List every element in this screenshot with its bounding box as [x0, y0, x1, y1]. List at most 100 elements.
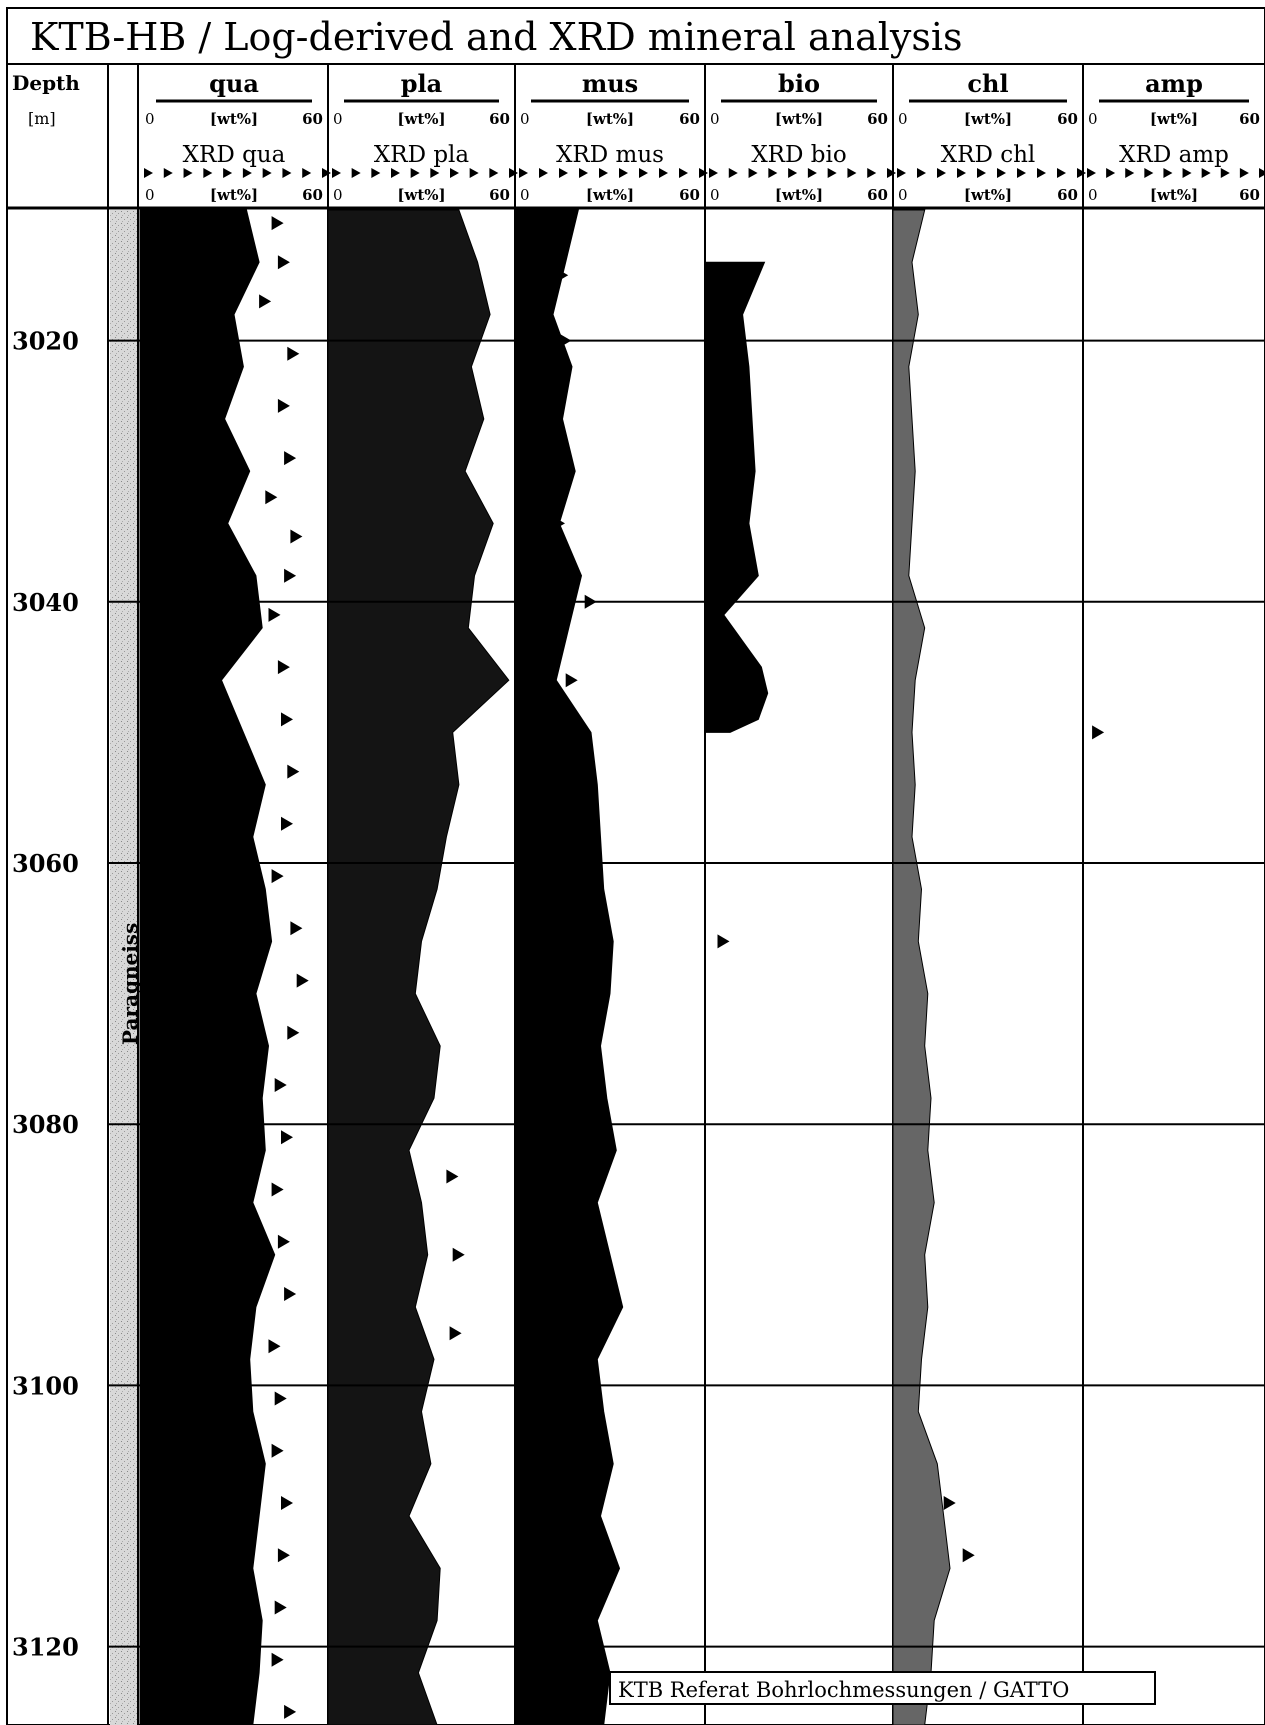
xrd-data-point	[290, 921, 303, 936]
xrd-legend-marker-icon	[1017, 168, 1026, 178]
xrd-data-point	[284, 1287, 297, 1301]
xrd-legend-marker-icon	[957, 168, 966, 178]
xrd-data-point	[265, 490, 278, 505]
xrd-legend-marker-icon	[489, 168, 499, 178]
depth-axis-label: Depth	[12, 71, 80, 95]
track-xrd-label: XRD pla	[374, 142, 470, 168]
xrd-legend-marker-icon	[410, 168, 420, 178]
xrd-legend-marker-icon	[867, 168, 877, 178]
tracks-group: qua 0 [wt%] 60 XRD qua 0 [wt%] 60 pla 0 [wt%] 60 XRD…	[139, 64, 1265, 1725]
xrd-legend-marker-icon	[371, 168, 381, 178]
track-name: qua	[209, 69, 259, 98]
depth-tick-label: 3080	[12, 1110, 79, 1139]
xrd-legend-marker-icon	[1077, 168, 1086, 178]
xrd-data-point	[268, 607, 281, 622]
xrd-data-point	[277, 660, 290, 675]
xrd-legend-marker-icon	[1125, 168, 1135, 178]
xrd-legend-marker-icon	[519, 168, 528, 178]
xrd-data-point	[584, 1548, 597, 1563]
footer-box	[609, 1671, 1156, 1705]
xrd-legend-marker-icon	[1144, 168, 1154, 178]
xrd-legend-marker-icon	[1106, 168, 1116, 178]
xrd-legend-marker-icon	[144, 168, 153, 178]
track-scale-unit: [wt%]	[210, 110, 258, 128]
xrd-legend-marker-icon	[1037, 168, 1046, 178]
xrd-legend-marker-icon	[699, 168, 708, 178]
xrd-legend-marker-icon	[223, 168, 233, 178]
track-name: amp	[1145, 69, 1203, 98]
xrd-scale-min: 0	[1088, 186, 1098, 204]
xrd-data-point	[943, 1496, 956, 1510]
xrd-data-point	[277, 1234, 290, 1249]
xrd-data-point	[565, 673, 578, 688]
xrd-data-point	[287, 764, 300, 779]
xrd-legend-marker-icon	[847, 168, 857, 178]
depth-tick-label: 3020	[12, 327, 79, 356]
xrd-legend-marker-icon	[262, 168, 272, 178]
depth-tick-label: 3060	[12, 849, 79, 878]
xrd-legend-marker-icon	[183, 168, 193, 178]
xrd-legend-marker-icon	[1259, 168, 1265, 178]
xrd-data-point	[556, 268, 569, 283]
xrd-scale-max: 60	[302, 186, 323, 204]
track-bio: bio 0 [wt%] 60 XRD bio 0 [wt%] 60	[704, 64, 896, 1725]
footer-note: KTB Referat Bohrlochmessungen / GATTO	[618, 1678, 1069, 1702]
xrd-legend-marker-icon	[599, 168, 608, 178]
xrd-scale-max: 60	[1239, 186, 1260, 204]
xrd-data-point	[268, 1339, 281, 1354]
lithology-strip	[110, 210, 138, 1725]
xrd-scale-min: 0	[710, 186, 720, 204]
xrd-legend-marker-icon	[302, 168, 312, 178]
xrd-data-point	[271, 869, 284, 884]
xrd-legend-marker-icon	[450, 168, 459, 178]
track-scale-unit: [wt%]	[775, 110, 823, 128]
xrd-legend-marker-icon	[1239, 168, 1249, 178]
xrd-scale-max: 60	[1057, 186, 1078, 204]
track-scale-unit: [wt%]	[964, 110, 1012, 128]
xrd-data-point	[284, 568, 297, 583]
xrd-data-point	[281, 816, 293, 831]
track-scale-max: 60	[1239, 110, 1260, 128]
xrd-data-point	[452, 1247, 465, 1262]
xrd-data-point	[277, 398, 290, 413]
xrd-legend-marker-icon	[659, 168, 668, 178]
xrd-legend-marker-icon	[788, 168, 798, 178]
xrd-legend-marker-icon	[539, 168, 548, 178]
outer-frame	[6, 7, 1265, 1725]
xrd-data-point	[284, 1704, 297, 1719]
xrd-legend-marker-icon	[1220, 168, 1230, 178]
xrd-scale-unit: [wt%]	[775, 186, 823, 204]
xrd-legend-marker-icon	[1182, 168, 1192, 178]
depth-tick-label: 3100	[12, 1371, 79, 1400]
xrd-legend-marker-icon	[827, 168, 837, 178]
xrd-data-point	[553, 516, 565, 531]
track-scale-min: 0	[145, 110, 155, 128]
xrd-data-point	[271, 216, 284, 231]
track-mus: mus 0 [wt%] 60 XRD mus 0 [wt%] 60	[514, 64, 708, 1725]
log-series-area	[892, 209, 951, 1725]
xrd-legend-marker-icon	[897, 168, 906, 178]
xrd-data-point	[277, 255, 290, 270]
log-series-area	[139, 209, 276, 1725]
xrd-data-point	[287, 1025, 300, 1040]
xrd-legend-marker-icon	[997, 168, 1006, 178]
xrd-legend-marker-icon	[937, 168, 946, 178]
depth-tick-label: 3120	[12, 1633, 79, 1662]
xrd-data-point	[277, 1548, 290, 1563]
xrd-legend-marker-icon	[679, 168, 688, 178]
track-xrd-label: XRD bio	[751, 142, 846, 168]
track-scale-unit: [wt%]	[397, 110, 445, 128]
xrd-scale-min: 0	[145, 186, 155, 204]
log-series-area	[514, 209, 624, 1725]
xrd-data-point	[281, 1496, 293, 1510]
xrd-scale-unit: [wt%]	[210, 186, 258, 204]
depth-tick-label: 3040	[12, 588, 79, 617]
xrd-legend-marker-icon	[1163, 168, 1173, 178]
xrd-scale-unit: [wt%]	[964, 186, 1012, 204]
track-name: pla	[401, 69, 442, 98]
track-scale-min: 0	[710, 110, 720, 128]
track-xrd-label: XRD chl	[941, 142, 1036, 168]
xrd-legend-marker-icon	[977, 168, 986, 178]
xrd-data-point	[717, 934, 730, 949]
track-amp: amp 0 [wt%] 60 XRD amp 0 [wt%] 60	[1087, 64, 1265, 1725]
